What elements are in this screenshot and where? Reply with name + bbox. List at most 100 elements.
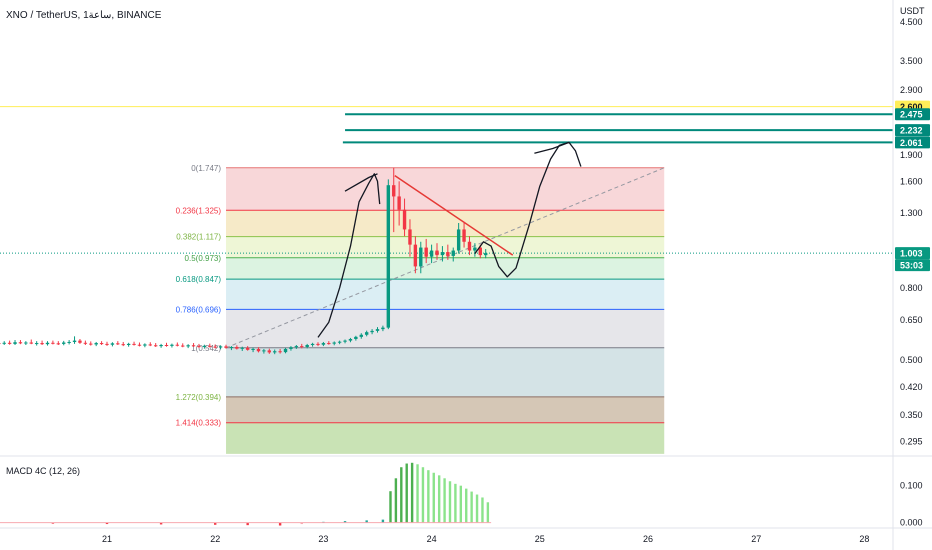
price-tag-label: 2.475	[900, 110, 923, 120]
candle	[456, 223, 461, 254]
candle	[45, 341, 50, 346]
candle	[278, 348, 282, 354]
trend-lines[interactable]	[225, 167, 665, 349]
candle-body	[262, 350, 266, 352]
candle-body	[316, 343, 320, 345]
macd-histogram-bar	[246, 522, 249, 526]
price-axis-tick: 0.295	[900, 436, 923, 446]
candle-body	[273, 351, 277, 353]
fib-level-label: 0(1.747)	[191, 164, 221, 173]
candle-body	[148, 344, 152, 346]
fib-level-label: 0.786(0.696)	[176, 305, 222, 314]
candle	[262, 348, 266, 354]
symbol-title[interactable]: XNO / TetherUS, 1ساعة, BINANCE	[6, 10, 162, 21]
fib-level-label: 0.5(0.973)	[185, 254, 222, 263]
candle	[310, 342, 315, 347]
candle-body	[175, 344, 180, 346]
sketch-rise-arrow-head[interactable]	[344, 173, 378, 192]
time-axis-tick: 21	[102, 534, 112, 544]
fib-level-label: 0.236(1.325)	[176, 206, 222, 215]
candle-body	[224, 346, 228, 348]
candle-body	[251, 348, 255, 350]
candle-body	[386, 185, 391, 328]
candle-body	[310, 343, 315, 345]
fib-zone-0.5	[226, 257, 665, 280]
candle	[435, 243, 439, 260]
candle	[175, 342, 180, 347]
macd-histogram-bar	[448, 481, 452, 523]
fibonacci-retracement[interactable]: 0(1.747) 0.236(1.325) 0.382(1.117) 0.5(0.97…	[176, 164, 665, 454]
candle-body	[2, 342, 6, 344]
fib-zone-0.382	[226, 236, 665, 258]
candle	[83, 340, 88, 345]
candle-body	[94, 343, 98, 345]
candle-body	[143, 344, 147, 346]
candle-body	[137, 344, 142, 346]
candle	[273, 349, 277, 355]
macd-histogram-bar	[454, 483, 457, 523]
fib-level-label: 0.382(1.117)	[176, 233, 221, 242]
macd-indicator-label[interactable]: MACD 4C (12, 26)	[6, 466, 80, 476]
candle-body	[348, 338, 353, 341]
freehand-drawings[interactable]	[317, 141, 582, 338]
candle	[78, 338, 82, 344]
candle-body	[89, 343, 93, 345]
candle	[343, 339, 347, 344]
price-axis-tick: 0.650	[900, 315, 923, 325]
candle	[67, 340, 71, 345]
candle-body	[40, 343, 44, 345]
dashed-trend-line[interactable]	[225, 167, 665, 349]
candle-body	[78, 340, 82, 343]
candle-body	[164, 344, 169, 346]
candle-body	[440, 252, 445, 256]
fib-zone-1	[226, 347, 665, 397]
candle-body	[181, 345, 185, 347]
candle	[337, 340, 342, 345]
price-axis-tick: 0.500	[900, 355, 923, 365]
candle	[94, 341, 98, 347]
candle	[359, 333, 363, 339]
candle	[289, 346, 293, 351]
candle-body	[218, 346, 223, 348]
fib-zone-1.414	[226, 422, 665, 454]
candle-body	[67, 341, 71, 343]
candle	[105, 341, 109, 346]
candle	[51, 340, 55, 345]
candle	[283, 347, 288, 354]
candle-body	[381, 327, 385, 330]
candle	[424, 238, 428, 264]
candle	[132, 341, 136, 346]
candle-body	[121, 344, 125, 346]
descending-trend-line[interactable]	[394, 175, 514, 256]
macd-histogram-bar	[105, 522, 109, 525]
candle	[181, 343, 185, 348]
bar-countdown-tag: 53:03	[895, 259, 930, 272]
candle	[208, 343, 212, 348]
fib-zone-0.618	[226, 279, 665, 310]
candle	[419, 241, 423, 274]
fib-zone-0	[226, 167, 665, 211]
macd-histogram-bar	[459, 485, 463, 523]
candle	[332, 341, 336, 346]
candle	[484, 249, 488, 259]
macd-histogram-bar	[389, 491, 392, 523]
candle-body	[110, 343, 115, 345]
macd-histogram-bar	[394, 478, 398, 523]
sketch-projection-head[interactable]	[534, 141, 570, 154]
candle-body	[229, 346, 234, 348]
candle	[305, 343, 309, 349]
horizontal-lines[interactable]	[0, 106, 893, 254]
candle	[159, 343, 163, 348]
macd-histogram-bar	[432, 472, 435, 523]
candle	[110, 342, 115, 347]
fib-level-label: 1.414(0.333)	[176, 419, 222, 428]
candle-body	[256, 348, 261, 352]
sketch-rise-arrow[interactable]	[317, 173, 381, 338]
price-axis-tick: 1.600	[900, 176, 923, 186]
time-axis-tick: 28	[859, 534, 869, 544]
candle	[462, 221, 466, 248]
candle-body	[354, 336, 358, 339]
candle-body	[300, 346, 304, 348]
